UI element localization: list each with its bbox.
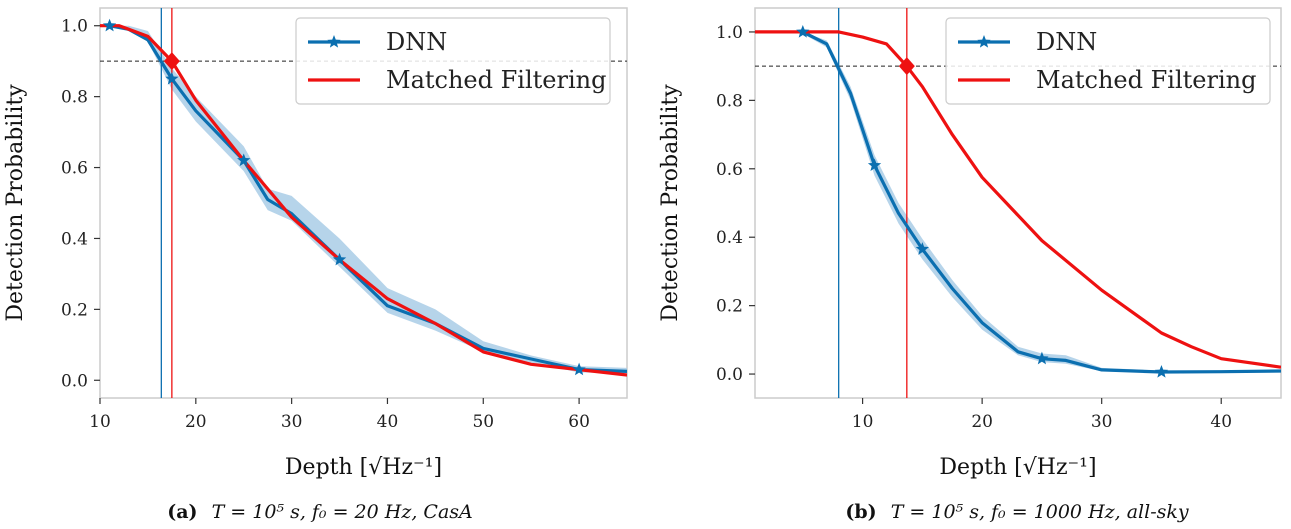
dnn-data-point [796, 24, 810, 38]
y-tick-label: 0.8 [61, 88, 88, 108]
dnn-data-point [102, 18, 117, 32]
series-matched-filtering-line [755, 30, 1281, 369]
dnn-data-point [867, 158, 882, 172]
y-axis-label: Detection Probability [3, 84, 28, 322]
axes-frame [754, 7, 1282, 399]
y-tick-label: 0.0 [61, 371, 88, 391]
y-tick-label: 0.4 [61, 229, 88, 249]
x-tick-label: 20 [185, 412, 207, 432]
dnn-markers [102, 18, 586, 376]
series-matched-filtering-line [100, 24, 627, 377]
legend-dnn-label: DNN [1036, 28, 1097, 56]
legend: DNN Matched Filtering [295, 17, 611, 105]
legend: DNN Matched Filtering [945, 17, 1271, 105]
chart-panel-a: 10 20 30 40 50 60 0.0 0.2 0.4 0.6 0.8 1.0 Depth [√… [3, 7, 628, 523]
y-axis-ticks: 0.0 0.2 0.4 0.6 0.8 1.0 [716, 23, 755, 385]
caption-label: (a) [167, 501, 197, 523]
x-tick-label: 20 [971, 412, 993, 432]
y-tick-label: 0.4 [716, 228, 743, 248]
dnn-data-point [572, 362, 586, 376]
x-tick-label: 30 [281, 412, 303, 432]
x-tick-label: 50 [472, 412, 494, 432]
plot-area [755, 8, 1281, 398]
dnn-data-point [237, 153, 251, 167]
y-tick-label: 0.2 [716, 297, 743, 317]
x-tick-label: 10 [852, 412, 874, 432]
x-axis-ticks: 10 20 30 40 50 60 [89, 398, 590, 432]
x-tick-label: 10 [89, 412, 111, 432]
legend-dnn-label: DNN [386, 28, 447, 56]
legend-box [295, 17, 611, 105]
dnn-data-point [332, 252, 347, 266]
y-tick-label: 0.6 [61, 159, 88, 179]
x-tick-label: 40 [377, 412, 399, 432]
dnn-data-point [165, 71, 179, 85]
x-tick-label: 40 [1210, 412, 1232, 432]
legend-matched-filtering-label: Matched Filtering [1036, 66, 1256, 94]
axes-frame [99, 7, 628, 399]
caption-label: (b) [845, 501, 876, 523]
plot-area [100, 8, 627, 398]
caption-a: (a) T = 10⁵ s, f₀ = 20 Hz, CasA [167, 501, 473, 523]
y-axis-label: Detection Probability [658, 84, 683, 322]
dnn-markers [796, 24, 1169, 378]
dnn-data-point [915, 242, 930, 255]
chart-panel-b: 10 20 30 40 0.0 0.2 0.4 0.6 0.8 1.0 Depth [√Hz⁻¹… [658, 7, 1282, 523]
legend-box [945, 17, 1271, 105]
y-tick-label: 0.2 [61, 300, 88, 320]
y-tick-label: 1.0 [716, 23, 743, 43]
matched-filtering-crossing-marker [898, 57, 915, 76]
legend-dnn-star-icon [327, 35, 341, 48]
y-tick-label: 0.6 [716, 160, 743, 180]
x-tick-label: 60 [568, 412, 590, 432]
x-axis-ticks: 10 20 30 40 [852, 398, 1232, 432]
x-axis-label: Depth [√Hz⁻¹] [285, 455, 442, 480]
caption-text: T = 10⁵ s, f₀ = 1000 Hz, all-sky [891, 501, 1189, 523]
y-tick-label: 0.8 [716, 91, 743, 111]
legend-dnn-star-icon [977, 35, 991, 48]
x-tick-label: 30 [1091, 412, 1113, 432]
dnn-data-point [1154, 365, 1169, 378]
series-dnn-line [109, 24, 627, 373]
matched-filtering-crossing-marker [163, 52, 180, 71]
y-tick-label: 1.0 [61, 17, 88, 37]
x-axis-label: Depth [√Hz⁻¹] [939, 455, 1096, 480]
dnn-data-point [1035, 351, 1049, 365]
caption-text: T = 10⁵ s, f₀ = 20 Hz, CasA [212, 501, 473, 523]
legend-matched-filtering-label: Matched Filtering [386, 66, 606, 94]
caption-b: (b) T = 10⁵ s, f₀ = 1000 Hz, all-sky [845, 501, 1189, 523]
y-tick-label: 0.0 [716, 365, 743, 385]
series-dnn-line [802, 30, 1281, 374]
y-axis-ticks: 0.0 0.2 0.4 0.6 0.8 1.0 [61, 17, 100, 391]
